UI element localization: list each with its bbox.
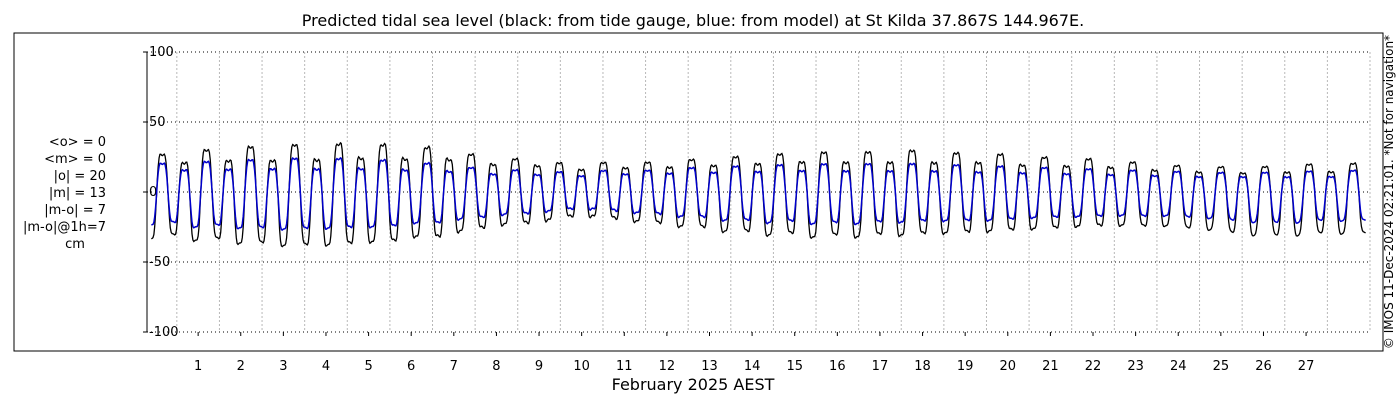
series-line-model xyxy=(151,156,1366,231)
x-tick-label: 9 xyxy=(535,359,543,374)
stats-line: |m-o| = 7 xyxy=(44,203,106,218)
x-tick-label: 22 xyxy=(1085,359,1102,374)
x-tick-label: 14 xyxy=(744,359,761,374)
x-tick-label: 1 xyxy=(194,359,202,374)
series-layer xyxy=(151,141,1366,248)
y-tick-label: 100 xyxy=(149,45,174,60)
chart-title: Predicted tidal sea level (black: from t… xyxy=(302,11,1084,30)
copyright-text: © IMOS 11-Dec-2024 02:21:01. *Not for na… xyxy=(1382,35,1396,349)
x-tick-label: 12 xyxy=(659,359,676,374)
y-tick-label: -100 xyxy=(149,325,179,340)
x-tick-label: 15 xyxy=(786,359,803,374)
x-tick-label: 6 xyxy=(407,359,415,374)
x-tick-label: 26 xyxy=(1255,359,1272,374)
stats-line: cm xyxy=(65,237,85,252)
x-tick-label: 2 xyxy=(237,359,245,374)
x-tick-label: 19 xyxy=(957,359,974,374)
x-tick-label: 4 xyxy=(322,359,330,374)
x-tick-label: 21 xyxy=(1042,359,1059,374)
stats-line: <m> = 0 xyxy=(44,152,106,167)
x-tick-label: 8 xyxy=(492,359,500,374)
stats-line: <o> = 0 xyxy=(49,135,106,150)
x-tick-label: 7 xyxy=(450,359,458,374)
x-tick-label: 23 xyxy=(1127,359,1144,374)
x-axis-label: February 2025 AEST xyxy=(612,375,775,394)
x-tick-label: 24 xyxy=(1170,359,1187,374)
x-tick-label: 25 xyxy=(1213,359,1230,374)
x-tick-label: 18 xyxy=(914,359,931,374)
x-tick-label: 16 xyxy=(829,359,846,374)
stats-box: <o> = 0 <m> = 0 |o| = 20 |m| = 13 |m-o| = 7 |… xyxy=(23,135,106,252)
stats-line: |m| = 13 xyxy=(49,186,106,201)
series-line-gauge xyxy=(151,141,1366,248)
stats-line: |o| = 20 xyxy=(54,169,106,184)
y-tick-label: -50 xyxy=(149,255,170,270)
x-tick-label: 13 xyxy=(701,359,718,374)
outer-frame xyxy=(13,32,1384,352)
x-tick-label: 17 xyxy=(872,359,889,374)
x-tick-label: 5 xyxy=(364,359,372,374)
y-tick-label: 0 xyxy=(149,185,157,200)
x-tick-label: 27 xyxy=(1298,359,1315,374)
x-tick-label: 10 xyxy=(573,359,590,374)
x-tick-label: 11 xyxy=(616,359,633,374)
stats-line: |m-o|@1h=7 xyxy=(23,220,106,235)
grid-lines xyxy=(147,51,1371,333)
x-tick-label: 20 xyxy=(1000,359,1017,374)
x-axis: 1 2 3 4 5 6 7 8 9 10 11 12 13 14 15 16 17 18 19 20 21 22 23 24 2… xyxy=(194,332,1314,374)
y-axis: -100 -50 0 50 100 xyxy=(143,45,179,340)
x-tick-label: 3 xyxy=(279,359,287,374)
y-tick-label: 50 xyxy=(149,115,166,130)
